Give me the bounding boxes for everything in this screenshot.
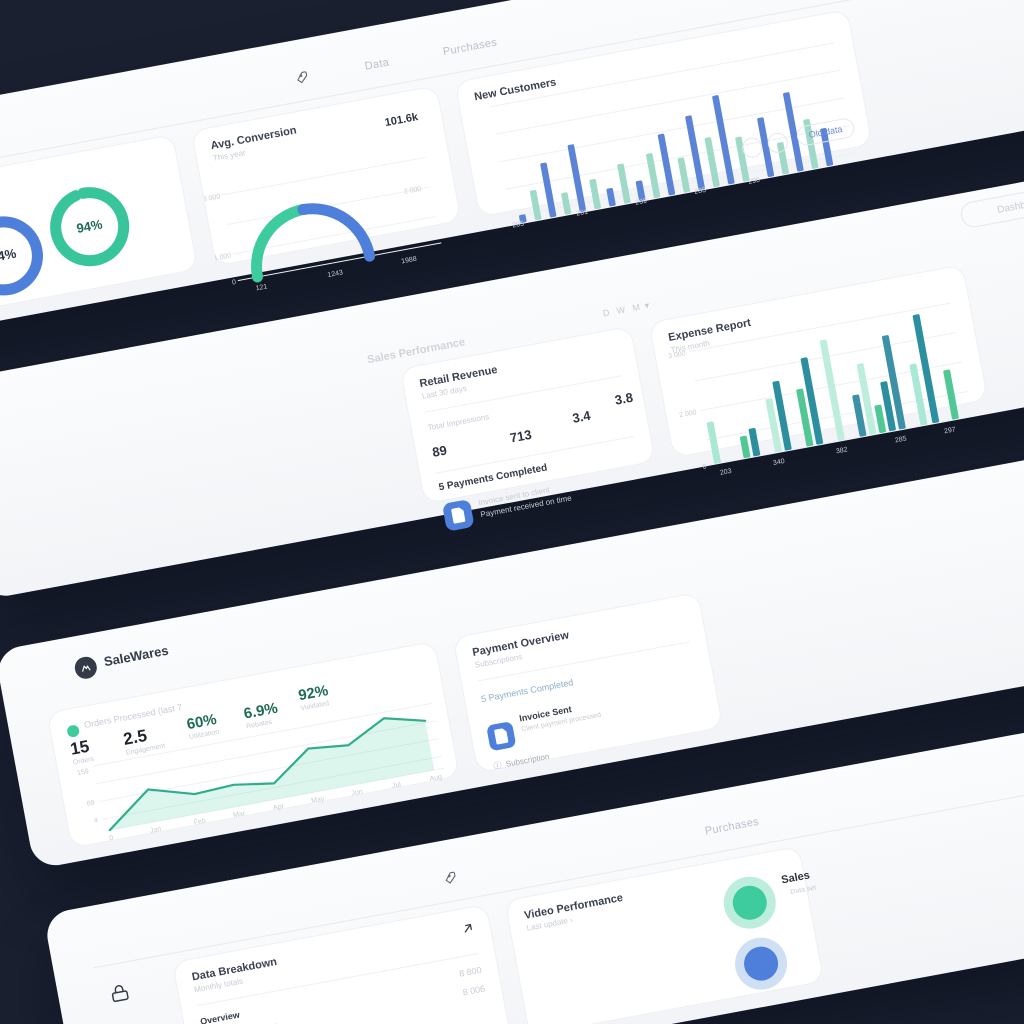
- svg-text:Jul: Jul: [391, 781, 402, 790]
- svg-text:69: 69: [86, 799, 95, 807]
- svg-text:1243: 1243: [327, 269, 344, 279]
- svg-text:3 000: 3 000: [668, 350, 687, 360]
- svg-text:0: 0: [232, 279, 237, 287]
- svg-text:0: 0: [702, 463, 707, 471]
- svg-text:121: 121: [255, 283, 268, 292]
- svg-text:2 000: 2 000: [679, 409, 698, 419]
- svg-text:4: 4: [93, 817, 98, 825]
- svg-text:2 000: 2 000: [403, 186, 422, 196]
- svg-text:54%: 54%: [0, 246, 18, 266]
- svg-text:297: 297: [944, 426, 957, 435]
- svg-text:159: 159: [77, 768, 90, 777]
- svg-text:382: 382: [835, 446, 848, 455]
- svg-text:203: 203: [719, 468, 732, 477]
- svg-text:94%: 94%: [75, 216, 104, 236]
- svg-text:1988: 1988: [401, 256, 418, 266]
- svg-text:Feb: Feb: [193, 818, 206, 827]
- svg-text:May: May: [311, 795, 326, 804]
- svg-text:Jun: Jun: [351, 788, 363, 797]
- svg-text:1 000: 1 000: [213, 252, 232, 262]
- svg-text:285: 285: [894, 435, 907, 444]
- svg-text:0: 0: [109, 835, 114, 843]
- svg-text:Jan: Jan: [149, 826, 161, 835]
- svg-text:340: 340: [772, 458, 785, 467]
- svg-text:Aug: Aug: [429, 774, 443, 783]
- svg-text:3 000: 3 000: [202, 193, 221, 203]
- svg-text:101.6k: 101.6k: [384, 111, 420, 129]
- svg-text:Mar: Mar: [233, 810, 247, 819]
- svg-text:Apr: Apr: [273, 803, 286, 812]
